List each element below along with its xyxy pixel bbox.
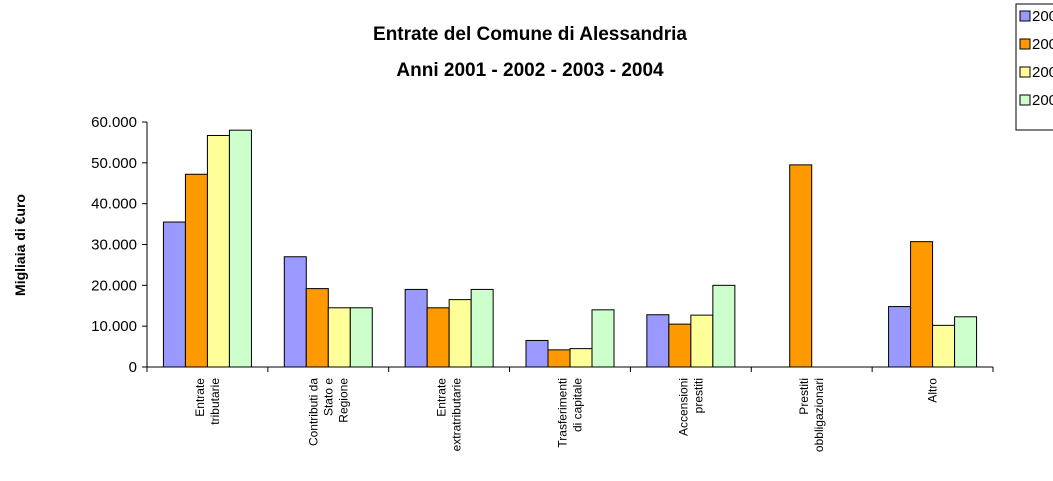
y-axis-label: Migliaia di €uro xyxy=(12,194,28,296)
bar xyxy=(668,323,692,368)
x-tick-label: Stato e xyxy=(321,378,335,416)
bar xyxy=(206,134,230,368)
x-tick-label: Entrate xyxy=(193,378,207,417)
bar xyxy=(404,288,428,368)
x-tick-label: tributarie xyxy=(208,378,222,425)
bar xyxy=(569,348,593,368)
x-tick-label: Entrate xyxy=(435,378,449,417)
bar xyxy=(690,314,714,368)
bar xyxy=(932,324,956,368)
bar xyxy=(646,314,670,368)
bar xyxy=(525,339,549,368)
bar xyxy=(789,164,813,368)
y-tick-label: 50.000 xyxy=(91,155,137,172)
bar xyxy=(888,306,912,368)
y-tick-label: 40.000 xyxy=(91,196,137,213)
bar xyxy=(470,288,494,368)
x-tick-label: Trasferimenti xyxy=(556,378,570,448)
bar xyxy=(283,256,307,368)
bar xyxy=(910,241,934,368)
y-tick-label: 10.000 xyxy=(91,318,137,335)
y-tick-label: 0 xyxy=(129,359,137,376)
legend-swatch xyxy=(1019,38,1031,50)
bar xyxy=(327,307,351,368)
legend-label: 2002 xyxy=(1032,36,1053,53)
bar xyxy=(547,349,571,368)
bar xyxy=(954,316,978,368)
x-tick-label: prestiti xyxy=(691,378,705,413)
x-tick-label: Regione xyxy=(336,378,350,423)
bar xyxy=(349,307,373,368)
x-tick-label: extratributarie xyxy=(450,378,464,452)
x-tick-label: Contributi da xyxy=(306,378,320,446)
bar xyxy=(305,288,329,368)
chart-subtitle: Anni 2001 - 2002 - 2003 - 2004 xyxy=(396,60,664,81)
bar xyxy=(591,309,615,368)
legend-swatch xyxy=(1019,94,1031,106)
legend-label: 2001 xyxy=(1032,8,1053,25)
y-tick-label: 20.000 xyxy=(91,277,137,294)
y-tick-label: 60.000 xyxy=(91,114,137,131)
y-tick-label: 30.000 xyxy=(91,237,137,254)
x-tick-label: Altro xyxy=(926,378,940,403)
bar xyxy=(448,299,472,368)
bar xyxy=(712,284,736,368)
x-tick-label: Prestiti xyxy=(797,378,811,415)
legend-label: 2004 xyxy=(1032,92,1053,109)
bar xyxy=(184,173,208,368)
x-tick-label: obbligazionari xyxy=(812,378,826,452)
x-tick-label: Accensioni xyxy=(676,378,690,436)
chart-title: Entrate del Comune di Alessandria xyxy=(373,24,687,45)
bar xyxy=(162,221,186,368)
legend-label: 2003 xyxy=(1032,64,1053,81)
legend-swatch xyxy=(1019,66,1031,78)
bar xyxy=(228,129,252,368)
bar xyxy=(426,307,450,368)
legend-swatch xyxy=(1019,10,1031,22)
x-tick-label: di capitale xyxy=(571,378,585,432)
